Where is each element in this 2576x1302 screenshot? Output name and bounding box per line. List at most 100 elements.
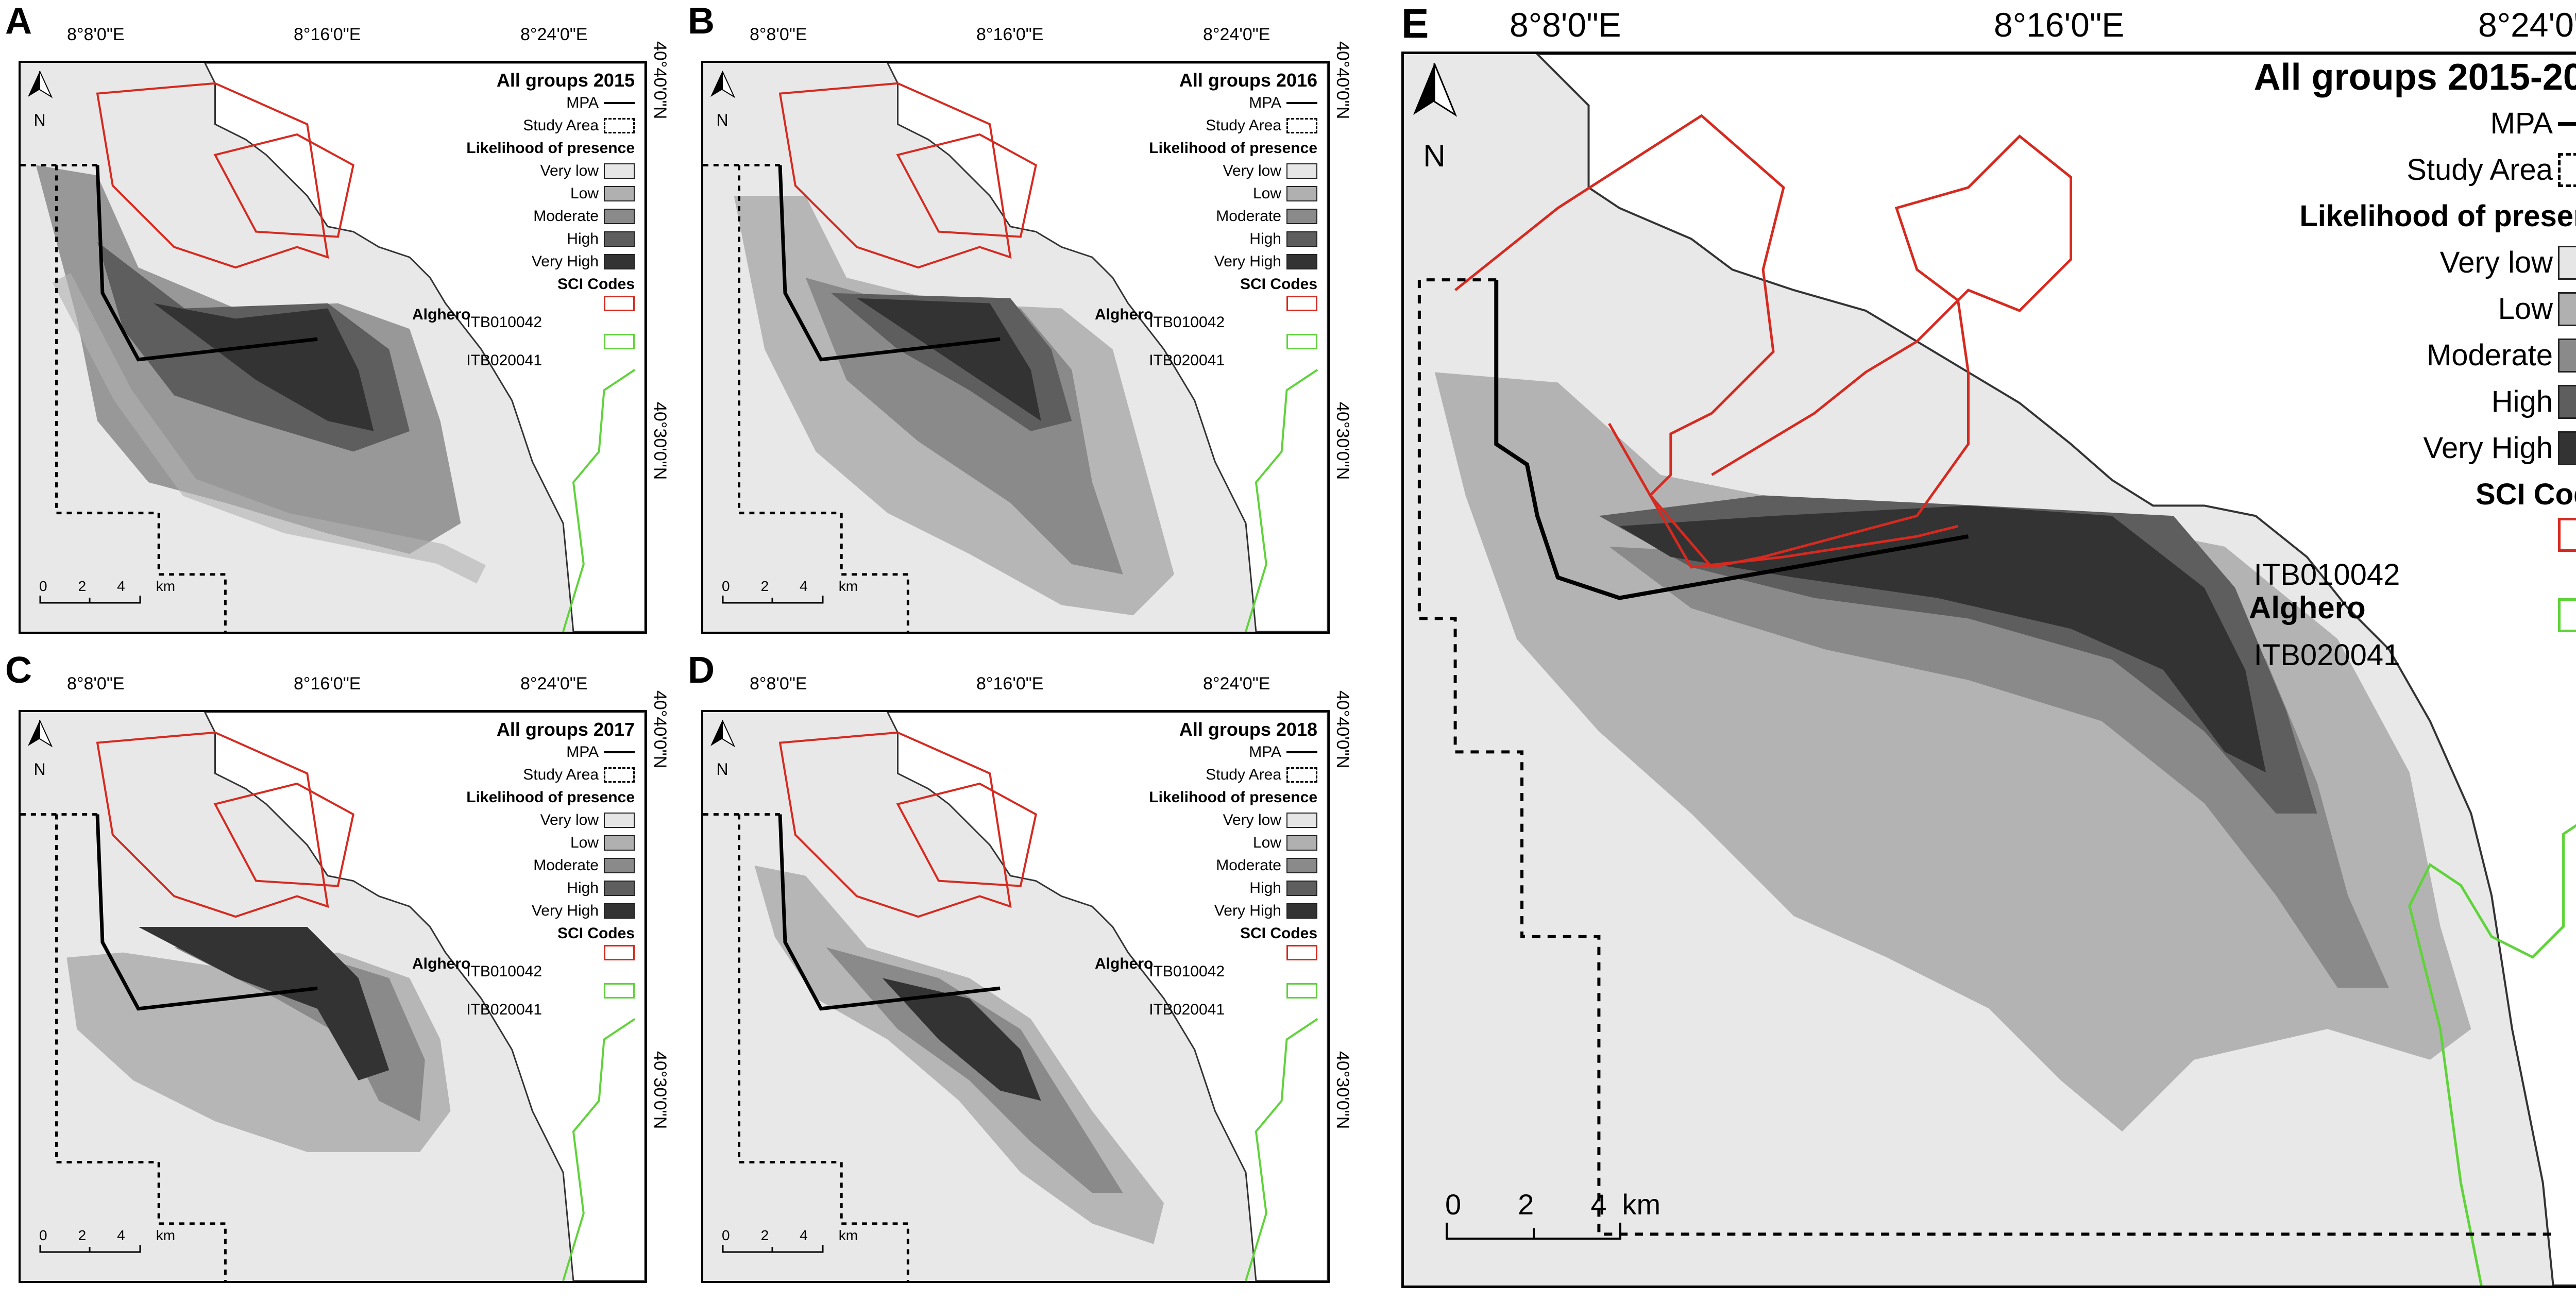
sci-swatch-red [1286, 945, 1317, 960]
scale-label: 2 [78, 578, 87, 594]
map-canvas [703, 712, 1328, 1281]
sci-swatch-green [1286, 334, 1317, 349]
mpa-line-icon [1286, 102, 1317, 104]
legend: All groups 2015-2018 MPA Study Area Like… [2254, 54, 2576, 679]
north-arrow-icon [28, 71, 53, 98]
scale-label: 0 [722, 1227, 730, 1243]
sci-code-label: ITB020041 [2253, 638, 2400, 672]
city-label: Alghero [2249, 590, 2366, 625]
lon-tick-label: 8°8'0"E [67, 674, 125, 694]
legend-class-label: Moderate [2426, 339, 2553, 372]
scale-bar-icon [39, 1245, 141, 1253]
lon-tick-label: 8°24'0"E [1203, 25, 1270, 44]
map-title: All groups 2018 [1179, 719, 1317, 740]
sci-code-label: ITB010042 [466, 314, 543, 331]
lat-tick-label: 40°30'0"N [1333, 402, 1352, 480]
mpa-line-icon [604, 751, 635, 753]
scale-label: 4 [800, 1227, 808, 1243]
lon-tick-label: 8°8'0"E [750, 25, 807, 44]
scale-label: 4 [117, 578, 125, 594]
class-swatch [604, 903, 635, 919]
lon-tick-label: 8°8'0"E [67, 25, 125, 44]
north-label: N [716, 760, 728, 779]
class-swatch [604, 186, 635, 201]
scale-unit: km [156, 1227, 176, 1243]
scale-unit: km [838, 578, 858, 594]
class-swatch [2558, 246, 2576, 280]
class-swatch [2558, 385, 2576, 419]
presence-region [154, 303, 374, 431]
lat-tick-label: 40°40'0"N [1333, 41, 1352, 120]
panel-b: B 8°8'0"E 8°16'0"E 8°24'0"E N All groups… [683, 0, 1363, 644]
lat-tick-label: 40°30'0"N [1333, 1051, 1352, 1129]
scale-unit: km [156, 578, 176, 594]
sci-boundary-itb020041 [1245, 1018, 1318, 1281]
panel-a: A 8°8'0"E 8°16'0"E 8°24'0"E N All groups… [0, 0, 680, 644]
sci-swatch-red [604, 296, 635, 311]
class-swatch [2558, 339, 2576, 373]
sci-boundary-itb010042 [1454, 114, 2073, 569]
map-canvas [21, 712, 645, 1281]
legend-class-label: Low [1252, 834, 1281, 851]
presence-region [826, 947, 1123, 1193]
scale-unit: km [838, 1227, 858, 1243]
legend-header: Likelihood of presence [2299, 199, 2576, 233]
city-label: Alghero [1095, 306, 1154, 323]
scale-bar-icon [1446, 1223, 1621, 1240]
sci-code-label: ITB010042 [1149, 314, 1225, 331]
north-label: N [33, 760, 46, 779]
lat-tick-label: 40°30'0"N [650, 402, 670, 480]
presence-region [1619, 505, 2266, 773]
city-label: Alghero [412, 955, 471, 972]
sci-swatch-green [2558, 598, 2576, 632]
panel-letter: D [688, 650, 715, 691]
sci-swatch-green [1286, 983, 1317, 999]
class-swatch [604, 881, 635, 896]
lon-tick-label: 8°16'0"E [294, 674, 361, 694]
legend: All groups 2016 MPA Study Area Likelihoo… [1149, 69, 1317, 372]
scale-bar-icon [39, 596, 141, 604]
legend-class-label: Low [570, 834, 599, 851]
map-canvas [21, 63, 645, 632]
lat-tick-label: 40°40'0"N [650, 690, 670, 769]
north-label: N [33, 111, 46, 129]
panel-letter: E [1401, 1, 1429, 46]
class-swatch [1286, 835, 1317, 851]
class-swatch [1286, 903, 1317, 919]
scale-label: 0 [1445, 1188, 1462, 1221]
lon-tick-label: 8°16'0"E [1994, 6, 2125, 44]
class-swatch [604, 209, 635, 224]
legend-sci-header: SCI Codes [2475, 478, 2576, 511]
mpa-boundary [95, 814, 318, 1011]
legend-class-label: Low [570, 185, 599, 202]
scale-label: 2 [760, 1227, 769, 1243]
sci-boundary-itb010042 [96, 731, 329, 918]
north-arrow-icon [1413, 63, 1458, 117]
legend-class-label: Low [1252, 185, 1281, 202]
legend-header: Likelihood of presence [466, 789, 635, 806]
scale-label: 0 [39, 578, 47, 594]
presence-region [138, 926, 389, 1080]
study-area-boundary [703, 164, 909, 632]
north-arrow: N [709, 719, 736, 779]
legend-class-label: Very low [540, 162, 599, 179]
legend: All groups 2017 MPA Study Area Likelihoo… [466, 718, 635, 1021]
class-swatch [604, 163, 635, 179]
sci-swatch-red [1286, 296, 1317, 311]
sci-boundary-itb010042 [96, 82, 329, 269]
scale-bar: 0 2 4 km [39, 1227, 175, 1257]
lat-tick-label: 40°40'0"N [1333, 690, 1352, 769]
panel-letter: C [5, 650, 32, 691]
scale-unit: km [1622, 1188, 1661, 1221]
lon-tick-label: 8°16'0"E [976, 25, 1044, 44]
class-swatch [604, 813, 635, 828]
lon-tick-label: 8°24'0"E [2478, 6, 2576, 44]
mpa-boundary [778, 165, 1001, 362]
panel-letter: B [688, 1, 715, 42]
sci-boundary-itb010042 [778, 731, 1012, 918]
lat-tick-label: 40°30'0"N [650, 1051, 670, 1129]
panel-letter: A [5, 1, 32, 42]
legend-class-label: Very High [1214, 902, 1281, 919]
lon-tick-label: 8°24'0"E [520, 674, 588, 694]
map-title: All groups 2016 [1179, 70, 1317, 91]
